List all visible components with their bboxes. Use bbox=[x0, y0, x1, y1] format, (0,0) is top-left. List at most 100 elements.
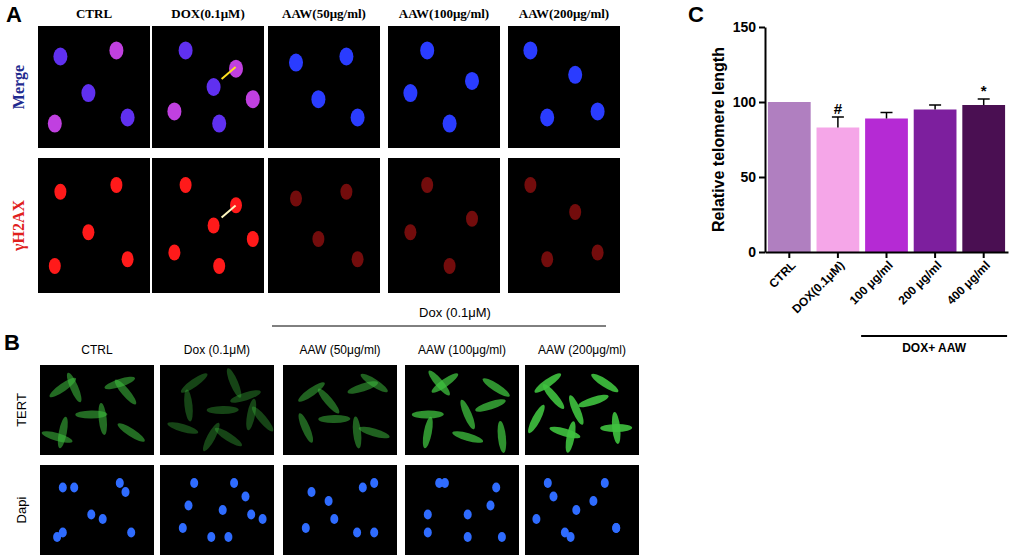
cell bbox=[200, 421, 222, 453]
nucleus bbox=[487, 501, 495, 511]
group-label: DOX+ AAW bbox=[902, 341, 967, 355]
nucleus bbox=[59, 528, 67, 538]
nucleus bbox=[498, 532, 506, 542]
nucleus bbox=[444, 258, 456, 274]
tick-label: 50 bbox=[740, 169, 756, 185]
cell bbox=[577, 392, 610, 409]
cell bbox=[566, 394, 586, 427]
nucleus bbox=[207, 78, 221, 96]
column-header: AAW (200μg/ml) bbox=[538, 343, 626, 357]
nucleus bbox=[420, 41, 434, 59]
tick: 0 bbox=[748, 244, 765, 260]
tick: 100 μg/ml bbox=[847, 252, 896, 307]
nucleus bbox=[229, 60, 243, 78]
nucleus bbox=[116, 478, 124, 488]
nucleus bbox=[59, 483, 67, 493]
nucleus bbox=[424, 528, 432, 538]
tick-label: 200 μg/ml bbox=[895, 258, 944, 307]
cell bbox=[525, 403, 547, 435]
nucleus bbox=[524, 177, 536, 193]
micrograph bbox=[283, 365, 397, 455]
error-bar bbox=[881, 113, 893, 119]
cell bbox=[359, 371, 390, 395]
nucleus bbox=[330, 514, 338, 524]
nucleus bbox=[259, 514, 267, 524]
panel-label: C bbox=[688, 2, 704, 27]
tick-mark bbox=[837, 252, 839, 258]
error-stem bbox=[886, 113, 888, 119]
nucleus bbox=[87, 510, 95, 520]
cell bbox=[358, 424, 391, 441]
cell bbox=[458, 398, 478, 431]
cell bbox=[244, 398, 258, 431]
nucleus bbox=[122, 487, 130, 497]
nucleus bbox=[370, 478, 378, 488]
group-line bbox=[861, 335, 1007, 337]
nucleus bbox=[185, 501, 193, 511]
nucleus bbox=[325, 496, 333, 506]
column-header: CTRL bbox=[76, 6, 112, 21]
cell bbox=[112, 377, 139, 407]
tick: DOX(0.1μM) bbox=[789, 252, 847, 316]
column-header: CTRL bbox=[81, 343, 113, 357]
nucleus bbox=[340, 184, 352, 200]
micrograph bbox=[38, 26, 150, 148]
nucleus bbox=[424, 510, 432, 520]
tick: CTRL bbox=[766, 252, 799, 291]
error-cap bbox=[881, 112, 893, 114]
nucleus bbox=[242, 492, 250, 502]
micrograph bbox=[388, 158, 500, 293]
arrow bbox=[222, 67, 236, 79]
row-header: Merge bbox=[10, 65, 28, 109]
column-header: AAW (50μg/ml) bbox=[299, 343, 380, 357]
nucleus bbox=[311, 90, 325, 108]
micrograph bbox=[405, 365, 519, 455]
plot-area bbox=[768, 99, 1005, 252]
cell bbox=[296, 412, 316, 445]
row-header: γH2AX bbox=[10, 200, 28, 252]
nucleus bbox=[224, 532, 232, 542]
cell bbox=[116, 420, 147, 444]
nucleus bbox=[464, 532, 472, 542]
nucleus bbox=[121, 109, 135, 127]
nucleus bbox=[612, 523, 620, 533]
cell bbox=[41, 429, 74, 446]
micrograph bbox=[508, 158, 620, 293]
error-stem bbox=[837, 117, 839, 128]
nucleus bbox=[230, 478, 238, 488]
nucleus bbox=[53, 48, 67, 66]
column-header: AAW(50μg/ml) bbox=[282, 6, 366, 21]
nucleus bbox=[308, 487, 316, 497]
tick-mark bbox=[886, 252, 888, 258]
cell bbox=[315, 386, 342, 416]
nucleus bbox=[589, 496, 597, 506]
nucleus bbox=[212, 115, 226, 133]
cell bbox=[496, 421, 507, 454]
nucleus bbox=[246, 90, 260, 108]
nucleus bbox=[443, 115, 457, 133]
nucleus bbox=[591, 102, 605, 120]
nucleus bbox=[70, 483, 78, 493]
row-header: Dapi bbox=[14, 497, 29, 524]
nucleus bbox=[592, 245, 604, 261]
nucleus bbox=[466, 211, 478, 227]
nucleus bbox=[601, 478, 609, 488]
cell bbox=[589, 371, 620, 395]
nucleus bbox=[302, 523, 310, 533]
micrograph bbox=[268, 26, 380, 148]
tick-mark bbox=[934, 252, 936, 258]
nucleus bbox=[48, 115, 62, 133]
nucleus bbox=[290, 191, 302, 207]
nucleus bbox=[359, 483, 367, 493]
nucleus bbox=[109, 41, 123, 59]
panel-label: B bbox=[4, 330, 20, 355]
micrograph bbox=[152, 158, 264, 293]
nucleus bbox=[54, 184, 66, 200]
tick-label: 150 bbox=[733, 19, 757, 35]
significance-mark: * bbox=[981, 82, 987, 99]
cell bbox=[564, 421, 578, 454]
nucleus bbox=[168, 245, 180, 261]
nucleus bbox=[421, 177, 433, 193]
nucleus bbox=[207, 532, 215, 542]
cell bbox=[451, 429, 484, 446]
